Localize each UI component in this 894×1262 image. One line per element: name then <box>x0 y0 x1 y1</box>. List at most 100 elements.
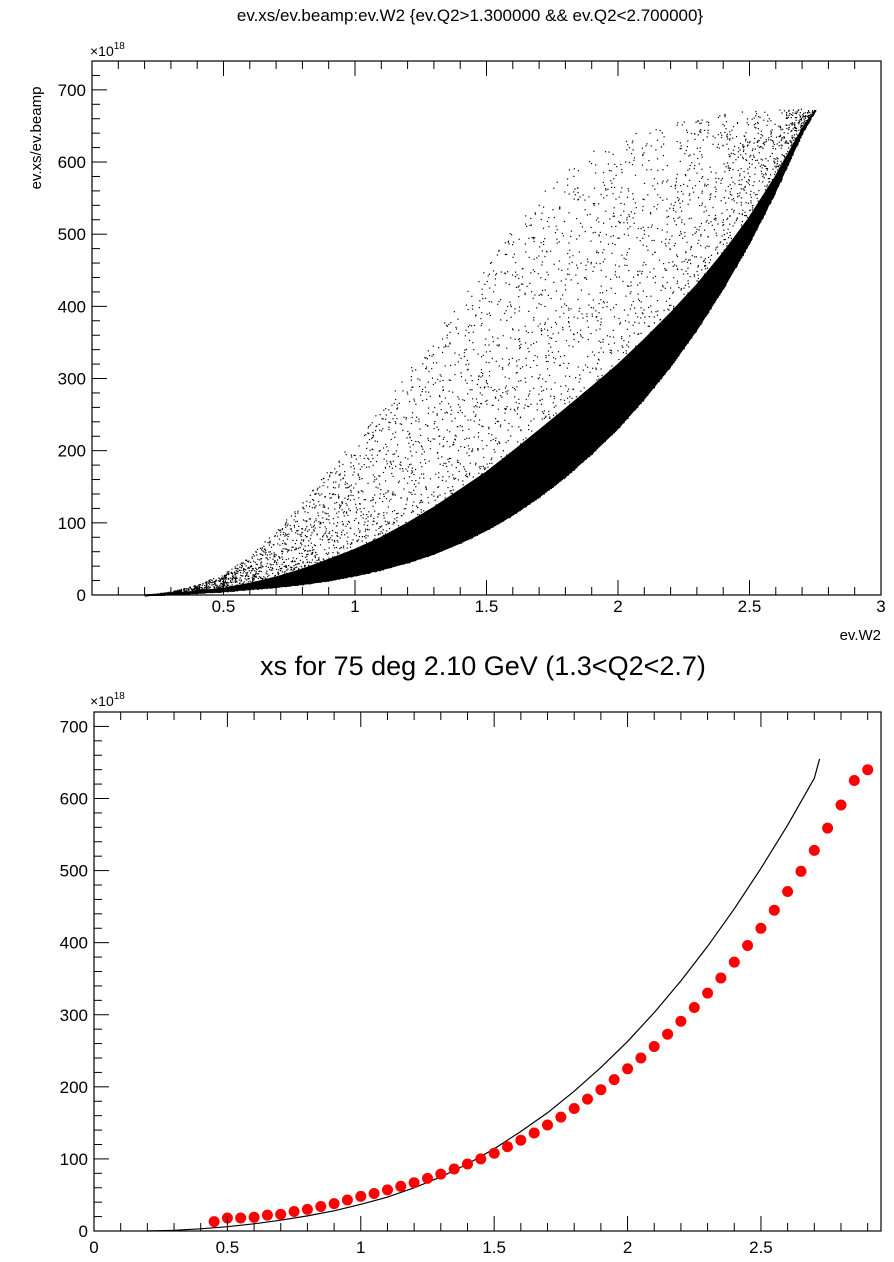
scatter-point <box>196 585 198 587</box>
scatter-point <box>781 166 783 168</box>
scatter-point <box>632 397 634 399</box>
scatter-point <box>775 136 778 138</box>
scatter-point <box>650 305 652 307</box>
scatter-point <box>683 223 686 225</box>
scatter-point <box>462 399 464 401</box>
scatter-point <box>279 556 281 558</box>
scatter-point <box>417 513 419 516</box>
scatter-point <box>791 124 793 126</box>
scatter-point <box>224 576 226 579</box>
scatter-point <box>295 578 297 580</box>
scatter-point <box>610 350 612 352</box>
scatter-point <box>702 176 704 178</box>
scatter-point <box>665 245 667 247</box>
scatter-point <box>390 551 392 553</box>
scatter-point <box>628 285 630 287</box>
scatter-point <box>458 528 460 530</box>
scatter-point <box>719 242 721 244</box>
scatter-point <box>669 320 671 322</box>
scatter-point <box>255 551 257 553</box>
scatter-point <box>758 212 760 215</box>
scatter-point <box>512 274 514 276</box>
scatter-point <box>275 554 277 556</box>
scatter-point <box>642 396 644 398</box>
scatter-point <box>544 190 546 192</box>
scatter-point <box>336 532 338 534</box>
scatter-point <box>533 317 535 319</box>
scatter-point <box>696 147 699 149</box>
scatter-point <box>579 196 581 198</box>
scatter-point <box>770 130 772 132</box>
scatter-point <box>600 396 602 398</box>
scatter-point <box>249 583 251 586</box>
scatter-point <box>272 577 274 579</box>
scatter-point <box>700 245 702 247</box>
scatter-point <box>707 279 710 281</box>
scatter-point <box>729 131 731 133</box>
scatter-point <box>666 165 668 167</box>
scatter-point <box>533 360 535 362</box>
scatter-point <box>739 235 741 237</box>
scatter-point <box>544 435 546 437</box>
scatter-point <box>633 400 635 402</box>
scatter-point <box>602 436 604 438</box>
scatter-point <box>657 194 659 196</box>
scatter-point <box>417 536 419 538</box>
scatter-point <box>757 128 759 130</box>
scatter-point <box>296 548 298 550</box>
scatter-point <box>479 392 481 394</box>
scatter-point <box>522 484 524 486</box>
scatter-point <box>232 576 234 578</box>
scatter-point <box>220 586 222 588</box>
scatter-point <box>625 375 627 377</box>
scatter-point <box>727 271 729 273</box>
scatter-point <box>339 473 341 475</box>
scatter-point <box>578 417 580 419</box>
scatter-point <box>587 433 589 435</box>
scatter-point <box>628 270 630 272</box>
scatter-point <box>788 162 790 164</box>
scatter-point <box>802 130 804 132</box>
scatter-point <box>569 249 571 251</box>
scatter-point <box>402 562 404 564</box>
scatter-point <box>671 352 673 354</box>
scatter-point <box>631 366 633 368</box>
scatter-point <box>323 505 325 507</box>
scatter-point <box>479 512 481 514</box>
scatter-point <box>295 532 297 534</box>
scatter-point <box>668 341 670 343</box>
scatter-point <box>804 112 806 114</box>
scatter-point <box>693 332 695 334</box>
scatter-point <box>445 344 447 346</box>
scatter-point <box>485 381 488 383</box>
scatter-point <box>624 419 627 421</box>
scatter-point <box>569 375 571 377</box>
scatter-point <box>681 321 683 323</box>
scatter-point <box>464 379 467 381</box>
scatter-point <box>677 197 679 199</box>
scatter-point <box>437 486 439 489</box>
scatter-point <box>588 304 590 306</box>
scatter-point <box>662 199 664 201</box>
scatter-point <box>745 246 747 248</box>
scatter-point <box>405 544 407 546</box>
scatter-point <box>647 194 649 196</box>
scatter-point <box>426 555 428 557</box>
scatter-point <box>469 472 471 474</box>
scatter-point <box>484 283 486 285</box>
scatter-point <box>800 125 803 127</box>
scatter-point <box>306 520 308 522</box>
scatter-point <box>199 591 201 593</box>
scatter-point <box>395 398 397 401</box>
scatter-point <box>790 123 792 125</box>
scatter-point <box>785 164 787 166</box>
scatter-point <box>506 253 508 255</box>
scatter-point <box>423 473 425 475</box>
scatter-point <box>764 199 767 201</box>
scatter-point <box>409 534 411 536</box>
scatter-point <box>306 553 308 555</box>
scatter-point <box>353 568 355 570</box>
scatter-point <box>240 580 242 582</box>
scatter-point <box>587 338 589 341</box>
scatter-point <box>220 579 222 581</box>
